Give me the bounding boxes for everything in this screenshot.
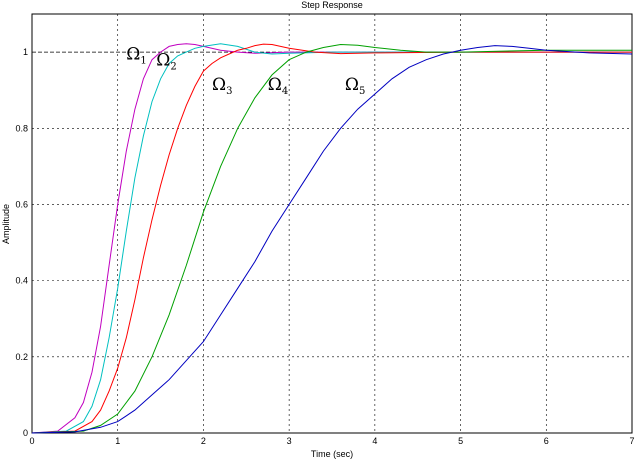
x-tick-label: 3 xyxy=(287,436,292,446)
y-tick-labels: 0 0.2 0.4 0.6 0.8 1 xyxy=(15,47,28,438)
y-tick-label: 0.8 xyxy=(15,123,28,133)
series-line-5 xyxy=(31,45,633,434)
x-tick-labels: 0 1 2 3 4 5 6 7 xyxy=(29,436,634,446)
x-tick-label: 5 xyxy=(458,436,463,446)
x-tick-label: 1 xyxy=(115,436,120,446)
series-group xyxy=(31,43,633,434)
y-axis-label: Amplitude xyxy=(1,204,11,244)
plot-area xyxy=(31,13,633,434)
y-tick-label: 0 xyxy=(23,428,28,438)
series-label-1: Ω1 xyxy=(126,45,146,67)
y-tick-label: 0.6 xyxy=(15,199,28,209)
series-line-3 xyxy=(31,43,632,434)
y-tick-label: 0.2 xyxy=(15,352,28,362)
series-label-2: Ω2 xyxy=(156,50,176,72)
x-tick-label: 0 xyxy=(29,436,34,446)
series-line-1 xyxy=(31,43,632,434)
x-tick-label: 7 xyxy=(629,436,634,446)
grid-lines xyxy=(32,14,632,433)
x-tick-label: 2 xyxy=(201,436,206,446)
chart-title: Step Response xyxy=(301,0,363,10)
y-tick-label: 0.4 xyxy=(15,276,28,286)
y-tick-label: 1 xyxy=(23,47,28,57)
x-tick-label: 4 xyxy=(372,436,377,446)
series-label-5: Ω5 xyxy=(345,75,365,97)
x-axis-label: Time (sec) xyxy=(311,449,353,459)
series-labels: Ω1 Ω2 Ω3 Ω4 Ω5 xyxy=(126,45,365,97)
series-line-4 xyxy=(31,43,632,434)
series-label-3: Ω3 xyxy=(212,75,232,97)
x-tick-label: 6 xyxy=(544,436,549,446)
series-label-4: Ω4 xyxy=(268,75,288,97)
